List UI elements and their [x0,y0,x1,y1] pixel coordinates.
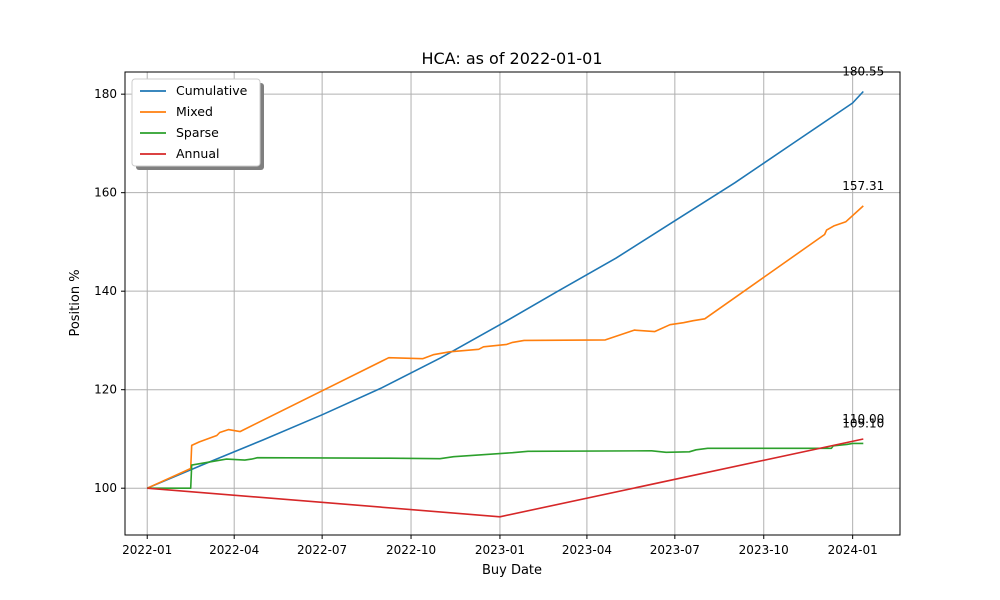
end-value-label: 109.10 [842,416,884,430]
series-line-cumulative [146,90,864,489]
series-line-mixed [146,205,864,489]
end-value-label: 157.31 [842,179,884,193]
end-value-label: 180.55 [842,64,884,78]
grid-lines [125,72,900,535]
y-tick-label: 180 [94,87,117,101]
chart-title: HCA: as of 2022-01-01 [421,49,602,68]
legend: Cumulative Mixed Sparse Annual [131,78,264,170]
x-tick-label: 2022-10 [386,543,436,557]
x-tick-label: 2024-01 [828,543,878,557]
y-tick-label: 120 [94,383,117,397]
series-line-sparse [147,442,864,489]
x-tick-label: 2023-07 [650,543,700,557]
y-axis-ticks: 100 120 140 160 180 [94,87,125,495]
legend-label: Sparse [176,125,219,140]
x-tick-label: 2022-01 [122,543,172,557]
x-axis-label: Buy Date [482,563,542,578]
y-tick-label: 140 [94,284,117,298]
plot-area-frame [124,71,901,536]
y-tick-label: 160 [94,186,117,200]
legend-label: Cumulative [176,83,248,98]
series-lines [146,90,864,518]
x-tick-label: 2023-10 [739,543,789,557]
x-axis-ticks: 2022-01 2022-04 2022-07 2022-10 2023-01 2023-… [122,535,878,557]
y-tick-label: 100 [94,481,117,495]
x-tick-label: 2023-01 [475,543,525,557]
y-axis-label: Position % [68,269,83,336]
x-tick-label: 2023-04 [562,543,612,557]
x-tick-label: 2022-07 [297,543,347,557]
x-tick-label: 2022-04 [209,543,259,557]
series-line-annual [147,438,864,518]
legend-label: Mixed [176,104,213,119]
legend-box [131,78,261,167]
legend-label: Annual [176,146,219,161]
end-value-label: 110.00 [842,412,884,426]
